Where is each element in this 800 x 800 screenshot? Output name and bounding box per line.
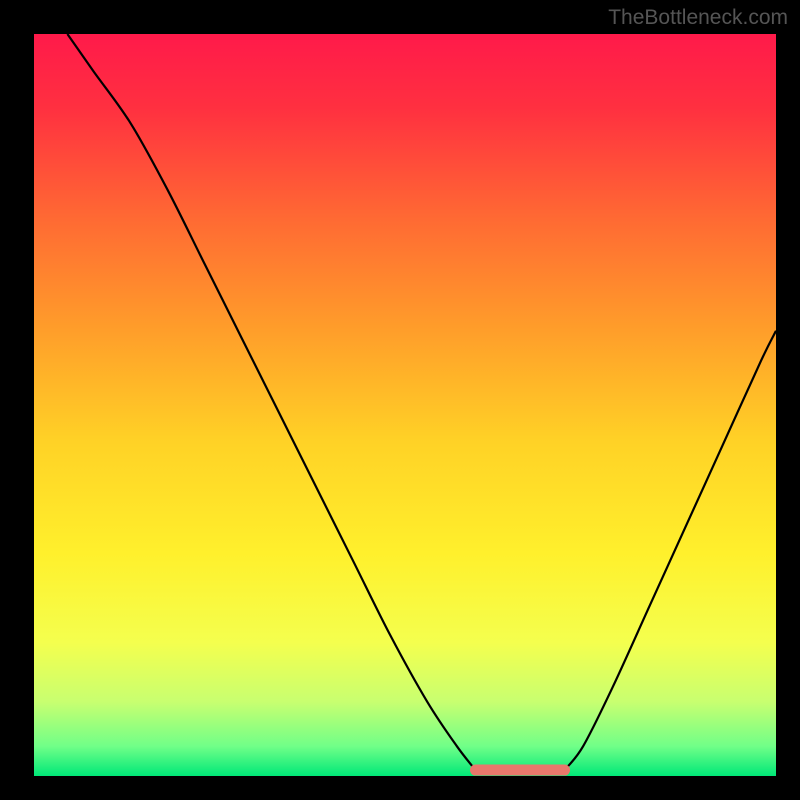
frame-left [0, 0, 34, 800]
chart-container: TheBottleneck.com [0, 0, 800, 800]
gradient-background [34, 34, 776, 776]
plot-area [34, 34, 776, 776]
watermark-text: TheBottleneck.com [608, 6, 788, 30]
